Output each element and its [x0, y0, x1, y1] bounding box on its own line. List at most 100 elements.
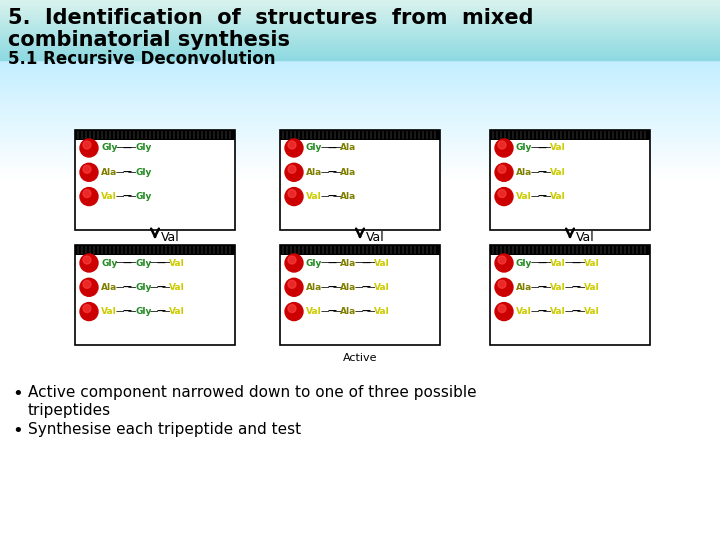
Bar: [0, 91, 720, 92]
Text: —: —: [354, 283, 363, 292]
Bar: [624, 131, 626, 139]
Bar: [197, 246, 199, 254]
Bar: [0, 95, 720, 96]
Bar: [0, 12, 720, 13]
Bar: [0, 142, 720, 143]
Bar: [185, 131, 187, 139]
Bar: [608, 131, 610, 139]
Circle shape: [285, 302, 303, 321]
Text: Val: Val: [550, 144, 566, 152]
Bar: [286, 246, 288, 254]
Bar: [318, 131, 320, 139]
Bar: [157, 246, 159, 254]
Text: 5.1 Recursive Deconvolution: 5.1 Recursive Deconvolution: [8, 50, 276, 68]
Bar: [0, 136, 720, 137]
Circle shape: [285, 278, 303, 296]
Text: —: —: [538, 144, 546, 152]
Bar: [374, 246, 376, 254]
Circle shape: [495, 139, 513, 157]
Bar: [0, 62, 720, 63]
Bar: [560, 246, 562, 254]
Bar: [520, 246, 522, 254]
Bar: [209, 131, 211, 139]
Bar: [0, 122, 720, 123]
Bar: [0, 49, 720, 50]
Bar: [125, 246, 127, 254]
Text: —: —: [162, 307, 171, 316]
Text: Val: Val: [550, 283, 566, 292]
Bar: [422, 131, 424, 139]
Bar: [0, 25, 720, 26]
Text: —: —: [156, 307, 166, 316]
Bar: [0, 57, 720, 58]
Text: Gly: Gly: [135, 192, 151, 201]
Bar: [544, 131, 546, 139]
Bar: [0, 121, 720, 122]
Text: —: —: [128, 192, 136, 201]
Bar: [0, 51, 720, 52]
Bar: [0, 53, 720, 54]
Text: —: —: [543, 144, 552, 152]
Bar: [117, 246, 119, 254]
Bar: [75, 130, 235, 140]
Bar: [0, 5, 720, 6]
Bar: [0, 46, 720, 47]
Text: —: —: [328, 259, 336, 267]
Bar: [0, 29, 720, 30]
Bar: [0, 37, 720, 38]
Bar: [0, 12, 720, 13]
Text: —: —: [115, 192, 124, 201]
Bar: [0, 156, 720, 157]
Circle shape: [83, 280, 91, 288]
Bar: [0, 56, 720, 57]
Text: Gly: Gly: [135, 144, 151, 152]
Bar: [0, 147, 720, 148]
Bar: [0, 10, 720, 11]
Bar: [604, 246, 606, 254]
Bar: [0, 46, 720, 47]
Bar: [0, 74, 720, 75]
Text: —: —: [150, 259, 158, 267]
Bar: [326, 131, 328, 139]
Circle shape: [285, 254, 303, 272]
Bar: [0, 18, 720, 19]
Bar: [0, 173, 720, 174]
Bar: [386, 246, 388, 254]
Bar: [0, 16, 720, 17]
Text: —: —: [354, 259, 363, 267]
Bar: [390, 131, 392, 139]
Bar: [137, 246, 139, 254]
Text: —: —: [333, 168, 341, 177]
Bar: [330, 246, 332, 254]
Bar: [616, 131, 618, 139]
Bar: [129, 246, 131, 254]
Text: —: —: [115, 283, 124, 292]
Bar: [129, 131, 131, 139]
Text: —: —: [531, 307, 539, 316]
Text: —: —: [328, 307, 336, 316]
Bar: [596, 246, 598, 254]
Bar: [0, 11, 720, 12]
Bar: [0, 55, 720, 56]
Bar: [0, 21, 720, 22]
Text: Val: Val: [169, 283, 185, 292]
Text: —: —: [328, 192, 336, 201]
Text: Ala: Ala: [340, 307, 356, 316]
Bar: [508, 131, 510, 139]
Bar: [398, 246, 400, 254]
Text: —: —: [333, 259, 341, 267]
Text: Ala: Ala: [101, 283, 117, 292]
Bar: [496, 246, 498, 254]
Bar: [0, 27, 720, 28]
Bar: [576, 246, 578, 254]
Bar: [113, 131, 115, 139]
Bar: [0, 20, 720, 21]
Bar: [620, 131, 622, 139]
Bar: [0, 177, 720, 178]
Bar: [0, 55, 720, 56]
Bar: [0, 23, 720, 24]
Bar: [628, 131, 630, 139]
Text: Ala: Ala: [516, 283, 532, 292]
Circle shape: [80, 254, 98, 272]
Text: Gly: Gly: [306, 144, 323, 152]
